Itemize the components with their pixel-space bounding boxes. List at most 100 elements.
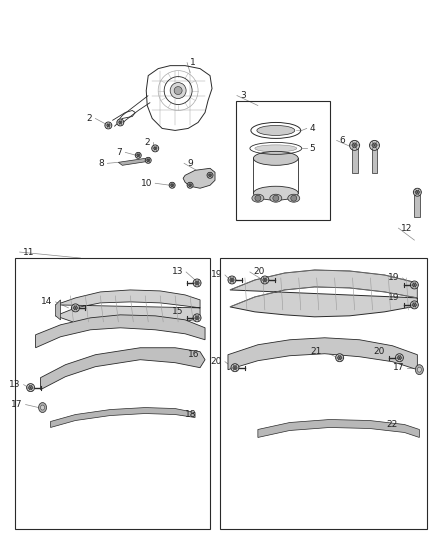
Circle shape [396,354,403,362]
Bar [352,148,357,173]
Ellipse shape [415,365,424,375]
Text: 10: 10 [141,179,152,188]
Ellipse shape [257,125,295,135]
Circle shape [208,174,212,177]
Circle shape [119,121,122,124]
Circle shape [154,147,157,150]
Circle shape [228,276,236,284]
Circle shape [152,145,159,152]
Text: 19: 19 [388,273,399,282]
Ellipse shape [252,194,264,202]
Text: 5: 5 [310,144,315,153]
Text: 2: 2 [145,138,150,147]
Text: 7: 7 [117,148,122,157]
Bar [220,258,427,529]
Text: 21: 21 [310,347,321,356]
Circle shape [74,306,78,310]
Polygon shape [183,168,215,188]
Circle shape [255,195,261,201]
Circle shape [261,276,269,284]
Circle shape [187,182,193,188]
Polygon shape [118,158,148,165]
Text: 20: 20 [373,347,385,356]
Ellipse shape [254,186,298,200]
Circle shape [410,281,418,289]
Circle shape [370,140,379,150]
Polygon shape [258,419,419,438]
Text: 18: 18 [185,410,197,419]
Text: 19: 19 [388,293,399,302]
Polygon shape [56,290,200,327]
Polygon shape [41,348,205,390]
Text: 14: 14 [41,297,53,306]
Bar [371,148,378,173]
Text: 20: 20 [253,268,264,277]
Circle shape [231,364,239,372]
Text: 4: 4 [310,124,315,133]
Ellipse shape [288,194,300,202]
Text: 13: 13 [172,268,183,277]
Circle shape [230,278,234,282]
Text: 6: 6 [339,136,346,145]
Circle shape [137,154,140,157]
Text: 16: 16 [188,350,200,359]
Ellipse shape [417,367,421,372]
Circle shape [413,303,417,307]
Text: 22: 22 [386,420,397,429]
Text: 17: 17 [11,400,23,409]
Circle shape [117,119,124,126]
Circle shape [174,86,182,94]
Circle shape [263,278,267,282]
Polygon shape [228,338,417,370]
Circle shape [169,182,175,188]
Circle shape [413,283,417,287]
Circle shape [171,184,173,187]
Polygon shape [230,270,417,317]
Circle shape [415,190,419,194]
Ellipse shape [270,194,282,202]
Bar [414,195,420,217]
Circle shape [336,354,343,362]
Circle shape [352,143,357,148]
Circle shape [145,157,151,163]
Text: 12: 12 [401,224,413,232]
Text: 17: 17 [393,363,404,372]
Circle shape [28,385,32,390]
Circle shape [291,195,297,201]
Circle shape [207,172,213,178]
Circle shape [338,356,342,360]
Text: 11: 11 [23,247,34,256]
Ellipse shape [41,405,45,410]
Circle shape [107,124,110,127]
Bar [14,258,210,529]
Circle shape [193,314,201,322]
Circle shape [71,304,79,312]
Circle shape [189,184,191,187]
Bar [236,101,330,220]
Text: 8: 8 [99,159,104,168]
Ellipse shape [39,402,46,413]
Polygon shape [56,300,60,320]
Circle shape [195,316,199,320]
Circle shape [273,195,279,201]
Polygon shape [50,408,195,427]
Circle shape [233,366,237,370]
Circle shape [195,281,199,285]
Circle shape [27,384,35,392]
Polygon shape [35,315,205,348]
Circle shape [105,122,112,129]
Circle shape [397,356,401,360]
Text: 15: 15 [172,308,183,317]
Circle shape [413,188,421,196]
Text: 1: 1 [190,58,196,67]
Ellipse shape [255,145,297,152]
Text: 19: 19 [211,270,222,279]
Circle shape [170,83,186,99]
Circle shape [350,140,360,150]
Circle shape [410,301,418,309]
Text: 3: 3 [240,91,246,100]
Circle shape [135,152,141,158]
Text: 13: 13 [9,380,21,389]
Circle shape [372,143,377,148]
Text: 20: 20 [211,357,222,366]
